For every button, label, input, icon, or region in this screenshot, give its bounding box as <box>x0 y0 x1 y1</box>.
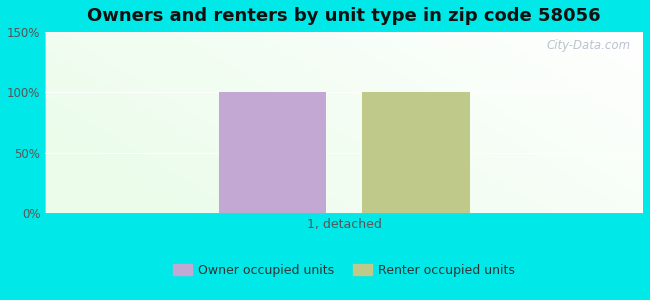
Legend: Owner occupied units, Renter occupied units: Owner occupied units, Renter occupied un… <box>168 259 520 282</box>
Text: City-Data.com: City-Data.com <box>547 39 631 52</box>
Bar <box>362 92 470 213</box>
Title: Owners and renters by unit type in zip code 58056: Owners and renters by unit type in zip c… <box>87 7 601 25</box>
Bar <box>218 92 326 213</box>
